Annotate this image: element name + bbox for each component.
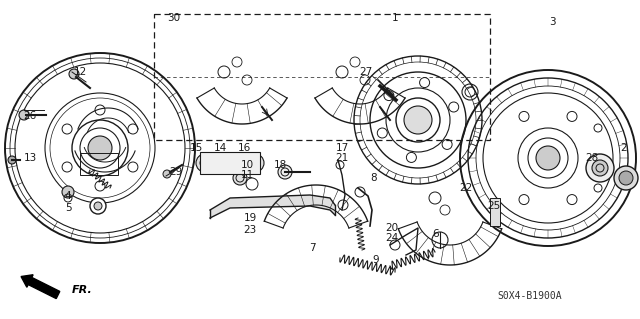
- Text: 18: 18: [273, 160, 287, 170]
- Text: 19: 19: [243, 213, 257, 223]
- Text: FR.: FR.: [72, 285, 93, 295]
- Text: 23: 23: [243, 225, 257, 235]
- Text: 7: 7: [308, 243, 316, 253]
- Circle shape: [88, 136, 112, 160]
- Circle shape: [278, 165, 292, 179]
- Text: S0X4-B1900A: S0X4-B1900A: [498, 291, 563, 301]
- Bar: [80, 153, 118, 175]
- Bar: [490, 198, 500, 226]
- Text: 27: 27: [360, 67, 372, 77]
- Text: 28: 28: [586, 153, 598, 163]
- Circle shape: [586, 154, 614, 182]
- Text: 11: 11: [241, 170, 253, 180]
- Circle shape: [90, 198, 106, 214]
- Text: 21: 21: [335, 153, 349, 163]
- Circle shape: [69, 69, 79, 79]
- Text: 29: 29: [170, 167, 182, 177]
- Text: 17: 17: [335, 143, 349, 153]
- Text: 8: 8: [371, 173, 378, 183]
- Text: 4: 4: [65, 191, 71, 201]
- Text: 25: 25: [488, 201, 500, 211]
- Text: 20: 20: [385, 223, 399, 233]
- Circle shape: [62, 186, 74, 198]
- Polygon shape: [210, 195, 335, 218]
- Bar: [154, 14, 490, 140]
- Circle shape: [619, 171, 633, 185]
- Circle shape: [614, 166, 638, 190]
- Text: 3: 3: [548, 17, 556, 27]
- Text: 9: 9: [372, 255, 380, 265]
- Circle shape: [200, 158, 210, 168]
- Text: 16: 16: [237, 143, 251, 153]
- Circle shape: [404, 106, 432, 134]
- Circle shape: [462, 84, 478, 100]
- Circle shape: [163, 170, 171, 178]
- Text: 14: 14: [213, 143, 227, 153]
- Text: 15: 15: [189, 143, 203, 153]
- Text: 22: 22: [460, 183, 472, 193]
- Circle shape: [246, 154, 264, 172]
- Text: 10: 10: [241, 160, 253, 170]
- Text: 5: 5: [65, 203, 71, 213]
- FancyArrow shape: [21, 275, 60, 299]
- Bar: [200, 152, 260, 174]
- Circle shape: [592, 160, 608, 176]
- Circle shape: [8, 156, 16, 164]
- Circle shape: [196, 154, 214, 172]
- Circle shape: [396, 98, 440, 142]
- Text: 6: 6: [433, 229, 439, 239]
- Text: 2: 2: [621, 143, 627, 153]
- Circle shape: [233, 171, 247, 185]
- Text: 13: 13: [24, 153, 36, 163]
- Text: 1: 1: [392, 13, 398, 23]
- Text: 24: 24: [385, 233, 399, 243]
- Circle shape: [528, 138, 568, 178]
- Text: 12: 12: [74, 67, 86, 77]
- Circle shape: [94, 202, 102, 210]
- Circle shape: [536, 146, 560, 170]
- Circle shape: [19, 110, 29, 120]
- Text: 30: 30: [168, 13, 180, 23]
- Text: 26: 26: [24, 111, 36, 121]
- Circle shape: [432, 232, 448, 248]
